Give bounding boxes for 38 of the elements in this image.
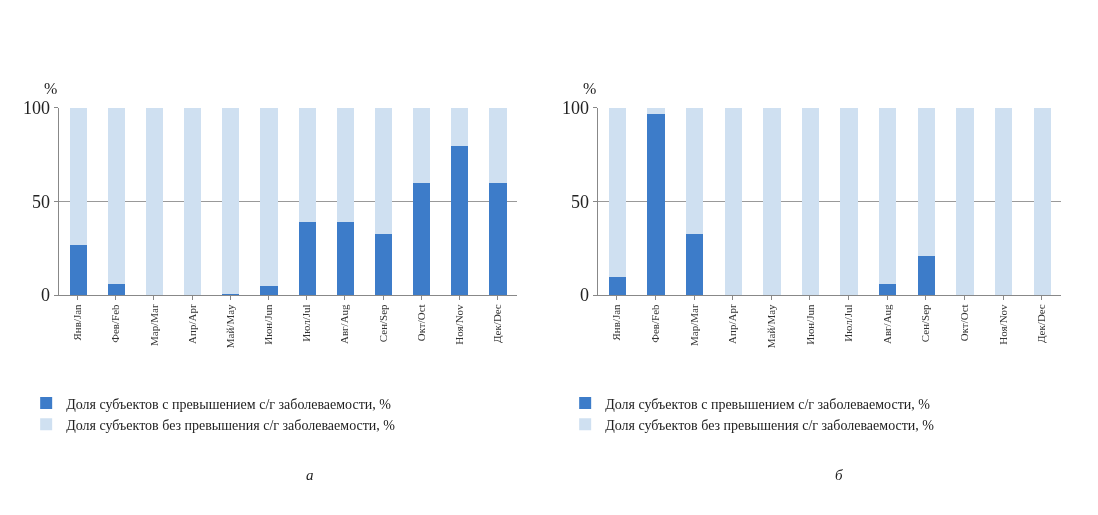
x-tick-label: Янв/Jan (71, 303, 84, 341)
x-tick-label: Авг/Aug (880, 303, 893, 345)
y-axis-title: % (44, 80, 58, 97)
x-tick-label: Дек/Dec (1035, 304, 1048, 344)
x-tick-label: Апр/Apr (726, 304, 739, 344)
x-tick-label: Июн/Jun (262, 303, 275, 345)
y-tick-label: 100 (22, 97, 50, 118)
y-tick-label: 50 (570, 191, 589, 212)
y-axis-title: % (583, 80, 597, 97)
x-tick-label: Фев/Feb (109, 303, 122, 343)
legend-label: Доля субъектов с превышением с/г заболеваемости, % (66, 396, 392, 412)
x-tick-label: Июл/Jul (842, 304, 855, 342)
x-tick-label: Окт/Oct (414, 304, 427, 342)
x-tick-label: Сен/Sep (376, 303, 389, 343)
y-tick-label: 50 (31, 191, 50, 212)
x-tick-label: Мар/Mar (687, 304, 700, 346)
y-tick-label: 100 (561, 97, 589, 118)
x-tick-label: Ноя/Nov (996, 303, 1009, 345)
y-tick-label: 0 (579, 285, 589, 306)
x-tick-label: Авг/Aug (338, 303, 351, 345)
x-tick-label: Июл/Jul (300, 304, 313, 342)
x-tick-label: Дек/Dec (491, 304, 504, 344)
x-tick-label: Мар/Mar (147, 304, 160, 346)
legend-label: Доля субъектов без превышения с/г заболеваемости, % (605, 417, 935, 433)
x-tick-label: Июн/Jun (803, 303, 816, 345)
x-tick-label: Фев/Feb (649, 303, 662, 343)
legend-label: Доля субъектов без превышения с/г заболеваемости, % (66, 417, 396, 433)
text: а (306, 467, 314, 483)
x-tick-label: Янв/Jan (610, 303, 623, 341)
x-tick-label: Сен/Sep (919, 303, 932, 343)
legend-label: Доля субъектов с превышением с/г заболеваемости, % (605, 396, 931, 412)
y-tick-label: 0 (40, 285, 50, 306)
x-tick-label: Май/May (223, 303, 236, 349)
x-tick-label: Май/May (764, 303, 777, 349)
x-tick-label: Апр/Apr (185, 304, 198, 344)
text: б (835, 467, 843, 483)
x-tick-label: Окт/Oct (958, 304, 971, 342)
x-tick-label: Ноя/Nov (452, 303, 465, 345)
